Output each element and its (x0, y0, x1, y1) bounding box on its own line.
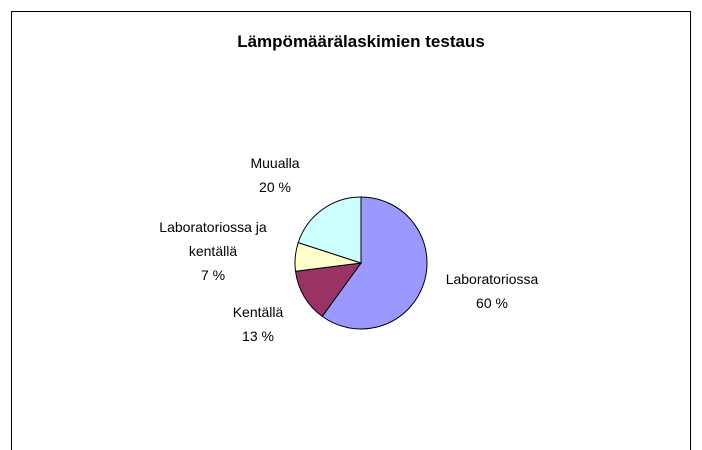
slice-label: Laboratoriossa ja kentällä 7 % (158, 215, 268, 287)
value-label: 20 % (259, 179, 291, 195)
category-label: Laboratoriossa ja kentällä (159, 219, 267, 259)
slice-label: Kentällä 13 % (208, 300, 308, 348)
category-label: Kentällä (232, 304, 284, 320)
chart-title: Lämpömäärälaskimien testaus (237, 32, 485, 51)
value-label: 13 % (242, 328, 274, 344)
category-label: Muualla (250, 155, 300, 171)
pie-slice (297, 196, 362, 264)
value-label: 7 % (200, 267, 226, 283)
category-label: Laboratoriossa (445, 271, 539, 287)
value-label: 60 % (476, 295, 508, 311)
pie-slice (321, 196, 428, 330)
slice-label: Laboratoriossa 60 % (432, 267, 552, 315)
slice-label: Muualla 20 % (225, 151, 325, 199)
